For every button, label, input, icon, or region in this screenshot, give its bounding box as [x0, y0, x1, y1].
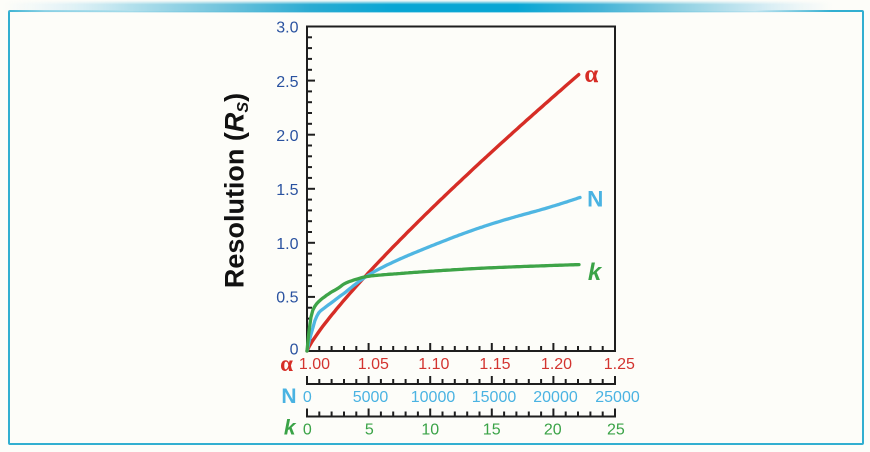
svg-text:20: 20	[544, 421, 562, 438]
svg-text:0: 0	[290, 342, 299, 359]
svg-text:15: 15	[483, 421, 501, 438]
svg-text:2.0: 2.0	[276, 128, 298, 145]
svg-text:2.5: 2.5	[276, 74, 298, 91]
svg-text:0: 0	[303, 389, 312, 406]
svg-text:25000: 25000	[595, 389, 640, 406]
svg-text:20000: 20000	[533, 389, 578, 406]
svg-text:1.25: 1.25	[604, 356, 635, 373]
svg-text:k: k	[588, 259, 603, 286]
svg-text:1.00: 1.00	[299, 356, 330, 373]
svg-text:15000: 15000	[472, 389, 517, 406]
svg-text:10000: 10000	[411, 389, 456, 406]
svg-text:α: α	[584, 61, 598, 88]
svg-text:Resolution (RS): Resolution (RS)	[220, 93, 253, 288]
svg-text:1.0: 1.0	[276, 236, 298, 253]
svg-text:N: N	[587, 187, 603, 212]
svg-text:10: 10	[421, 421, 439, 438]
svg-text:1.20: 1.20	[541, 356, 572, 373]
svg-text:0: 0	[303, 421, 312, 438]
svg-text:α: α	[280, 351, 293, 376]
svg-text:25: 25	[607, 421, 625, 438]
svg-text:5000: 5000	[353, 389, 389, 406]
svg-text:k: k	[284, 417, 297, 440]
svg-text:1.15: 1.15	[479, 356, 510, 373]
svg-text:1.10: 1.10	[418, 356, 449, 373]
svg-text:N: N	[281, 385, 296, 408]
svg-text:0.5: 0.5	[276, 290, 298, 307]
svg-text:1.5: 1.5	[276, 182, 298, 199]
svg-text:5: 5	[365, 421, 374, 438]
svg-text:1.05: 1.05	[358, 356, 389, 373]
svg-text:3.0: 3.0	[276, 20, 298, 37]
